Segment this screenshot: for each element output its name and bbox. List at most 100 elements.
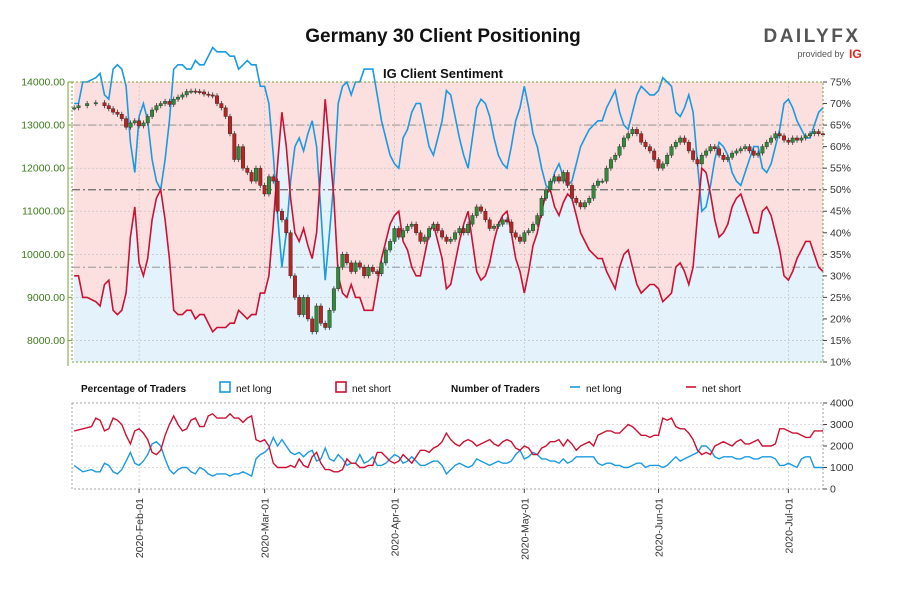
price-candle-body [357, 262, 362, 268]
price-candle-body [717, 148, 722, 156]
net-short-area [74, 82, 824, 332]
price-candle-body [470, 215, 475, 225]
price-candle-body [751, 150, 756, 156]
dailyfx-provided-by: provided by [797, 49, 844, 59]
price-candle-body [284, 219, 289, 233]
price-candle-body [163, 101, 167, 104]
price-candle-body [444, 236, 449, 242]
price-candle-body [565, 172, 570, 186]
price-candle-body [318, 305, 323, 324]
price-candle-body [496, 223, 501, 227]
left-axis-label: 9000.00 [27, 292, 65, 304]
price-candle-body [267, 176, 271, 195]
net-short-pct-line [74, 99, 824, 334]
price-candle-body [582, 202, 587, 208]
price-candle-body [518, 236, 522, 242]
dailyfx-logo: DAILYFX provided by IG [763, 26, 861, 61]
price-candle-body [215, 95, 219, 104]
price-candle-body [280, 211, 284, 221]
price-candle-body [158, 103, 163, 106]
price-candle-body [440, 230, 445, 238]
price-candle-body [816, 131, 821, 134]
price-candle-body [453, 232, 458, 240]
price-candle-body [708, 146, 713, 152]
price-candle-body [150, 109, 155, 117]
price-candle-body [799, 137, 804, 141]
price-candle-body [405, 226, 410, 231]
price-candle-body [288, 232, 293, 277]
price-candle-body [297, 297, 302, 315]
price-candle-body [301, 297, 306, 315]
price-candle-body [418, 232, 423, 242]
price-candle-body [500, 219, 505, 225]
price-candle-body [353, 262, 358, 272]
price-candle-body [647, 146, 652, 152]
net-long-count-line [73, 435, 823, 478]
count-axis-label: 1000 [830, 462, 854, 474]
dailyfx-ig-mark: IG [849, 47, 862, 61]
price-candle-body [362, 267, 367, 277]
right-axis-label: 40% [830, 227, 851, 239]
net-short-count-line [74, 412, 823, 473]
legend-pct-heading: Percentage of Traders [81, 384, 186, 395]
price-candle-body [712, 146, 717, 149]
price-candle-body [479, 206, 483, 212]
price-candle-body [656, 159, 661, 169]
price-candle-body [206, 93, 211, 96]
date-axis-label: 2020-Jul-01 [783, 498, 795, 554]
left-axis-label: 10000.00 [21, 249, 65, 261]
price-candle-body [699, 155, 704, 165]
right-axis-label: 45% [830, 206, 851, 218]
price-candle-body [704, 150, 709, 156]
price-candle-body [232, 133, 237, 160]
left-axis-label: 12000.00 [21, 163, 65, 175]
price-candle-body [522, 232, 527, 242]
price-candle-body [236, 146, 241, 160]
price-candle-body [422, 236, 427, 242]
trader-count-panel: 0 1000 2000 3000 4000 [71, 398, 854, 496]
price-candle-body [431, 223, 436, 229]
price-candle-body [747, 146, 752, 152]
price-candle-body [630, 129, 635, 134]
right-axis-label: 75% [830, 77, 851, 89]
price-candle-body [769, 137, 773, 143]
price-candle-body [448, 239, 453, 242]
price-candle-body [725, 157, 730, 160]
price-candle-body [344, 254, 349, 264]
price-candle-body [721, 155, 726, 160]
price-candle-body [669, 146, 674, 156]
price-candle-body [730, 152, 735, 158]
date-axis-label: 2020-Apr-01 [389, 498, 401, 557]
price-candle-body [617, 146, 622, 156]
price-candle-body [314, 305, 319, 333]
price-candle-body [93, 102, 98, 105]
price-candle-body [613, 155, 618, 160]
price-candle-body [331, 288, 336, 311]
price-candle-body [219, 103, 224, 109]
price-candle-body [591, 185, 596, 199]
count-axis-label: 0 [830, 484, 836, 496]
chart-title: Germany 30 Client Positioning [305, 26, 581, 47]
price-candle-body [435, 223, 440, 231]
price-candle-body [808, 133, 812, 137]
date-axis-label: 2020-Jun-01 [654, 498, 666, 557]
price-candle-body [574, 198, 579, 203]
sentiment-panel: 8000.00 9000.00 10000.00 11000.00 12000.00 13… [21, 46, 851, 369]
price-candle-body [388, 241, 393, 251]
left-axis-label: 11000.00 [22, 206, 65, 218]
price-candle-body [85, 103, 90, 106]
price-candle-body [349, 262, 354, 272]
price-candle-body [392, 228, 397, 242]
price-candle-body [782, 135, 786, 141]
price-candle-body [323, 323, 328, 328]
price-candle-body [310, 318, 315, 333]
price-candle-body [777, 133, 782, 137]
price-candle-body [262, 185, 267, 195]
price-candle-body [202, 91, 206, 95]
right-axis-label: 50% [830, 184, 851, 196]
price-candle-body [396, 228, 401, 238]
price-candle-body [271, 176, 276, 182]
right-axis-label: 15% [830, 335, 851, 347]
sentiment-subtitle: IG Client Sentiment [383, 66, 504, 81]
